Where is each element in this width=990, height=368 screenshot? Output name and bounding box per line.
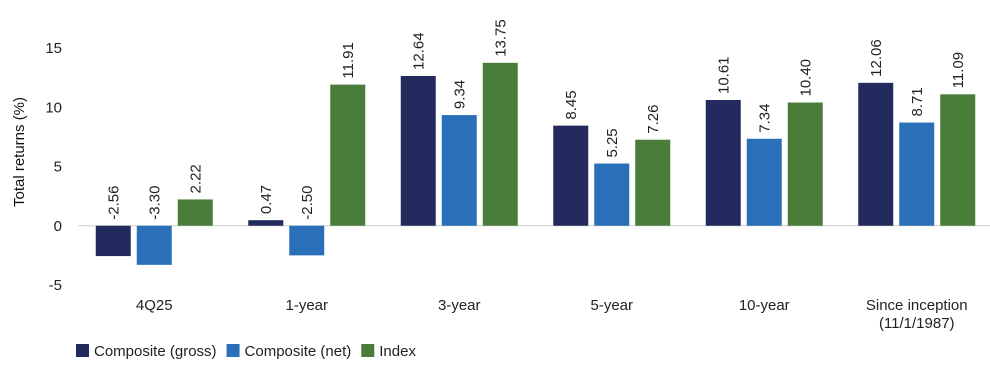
y-tick-label: 15	[45, 40, 62, 57]
bar-composite-gross	[95, 225, 131, 257]
bar-composite-net	[441, 115, 477, 226]
x-category-label: 1-year	[285, 297, 328, 314]
bar-index	[482, 62, 518, 226]
legend-swatch	[76, 344, 89, 357]
x-category-label-line: 3-year	[438, 297, 481, 314]
x-category-label: Since inception (11/1/1987)	[866, 297, 968, 332]
data-labels-group: -2.56 -3.30 2.22 0.47 -2.50 11.91 12.64 9.34 13.…	[105, 19, 967, 219]
x-category-label-line: (11/1/1987)	[879, 315, 955, 332]
y-axis-ticks: 15 10 5 0 -5	[45, 40, 62, 294]
bar-index	[635, 139, 671, 226]
y-tick-label: 0	[54, 218, 62, 235]
x-category-label-line: Since inception	[866, 297, 968, 314]
data-label: 9.34	[451, 80, 468, 109]
legend-swatch	[226, 344, 240, 357]
legend: Composite (gross) Composite (net) Index	[76, 343, 416, 360]
data-label: 10.61	[715, 56, 732, 94]
data-label: 0.47	[258, 185, 275, 214]
data-label: 13.75	[492, 19, 509, 57]
data-label: 2.22	[187, 164, 204, 193]
x-category-label-line: 4Q25	[136, 297, 173, 314]
bar-composite-gross	[858, 82, 894, 226]
data-label: -2.56	[105, 186, 122, 220]
y-axis-title-group: Total returns (%)	[11, 97, 28, 207]
data-label: 12.64	[410, 32, 427, 70]
bar-index	[787, 102, 823, 226]
x-category-label-line: 5-year	[590, 297, 633, 314]
x-category-label: 10-year	[739, 297, 790, 314]
bar-composite-net	[899, 122, 935, 226]
legend-label: Composite (net)	[245, 343, 352, 360]
legend-swatch	[361, 344, 375, 357]
data-label: 7.26	[645, 105, 662, 134]
y-tick-label: -5	[49, 277, 62, 294]
legend-label: Index	[379, 343, 416, 360]
data-label: -3.30	[146, 186, 163, 220]
x-category-label-line: 10-year	[739, 297, 790, 314]
data-label: 8.45	[563, 90, 580, 119]
bar-composite-gross	[553, 125, 589, 226]
x-category-label: 5-year	[590, 297, 633, 314]
x-category-label: 4Q25	[136, 297, 173, 314]
data-label: 11.91	[340, 42, 357, 78]
bar-composite-gross	[705, 100, 741, 226]
bars-group	[95, 62, 976, 265]
data-label: 11.09	[950, 52, 967, 88]
bar-composite-net	[746, 138, 782, 226]
bar-composite-gross	[248, 220, 284, 226]
x-category-label-line: 1-year	[285, 297, 328, 314]
bar-composite-net	[594, 163, 630, 226]
data-label: 5.25	[604, 128, 621, 157]
data-label: 8.71	[909, 87, 926, 116]
y-tick-label: 10	[45, 99, 62, 116]
bar-composite-net	[289, 225, 325, 256]
bar-index	[330, 84, 366, 226]
x-axis-categories: 4Q25 1-year 3-year 5-year 10-year Since incep…	[136, 297, 968, 332]
bar-index	[940, 94, 976, 226]
legend-label: Composite (gross)	[94, 343, 217, 360]
bar-composite-net	[136, 225, 172, 265]
data-label: 10.40	[797, 59, 814, 97]
data-label: 7.34	[756, 104, 773, 133]
data-label: -2.50	[299, 186, 316, 220]
bar-composite-gross	[400, 75, 436, 226]
y-axis-title: Total returns (%)	[11, 97, 28, 207]
data-label: 12.06	[868, 39, 885, 77]
x-category-label: 3-year	[438, 297, 481, 314]
y-tick-label: 5	[54, 159, 62, 176]
bar-index	[177, 199, 213, 226]
